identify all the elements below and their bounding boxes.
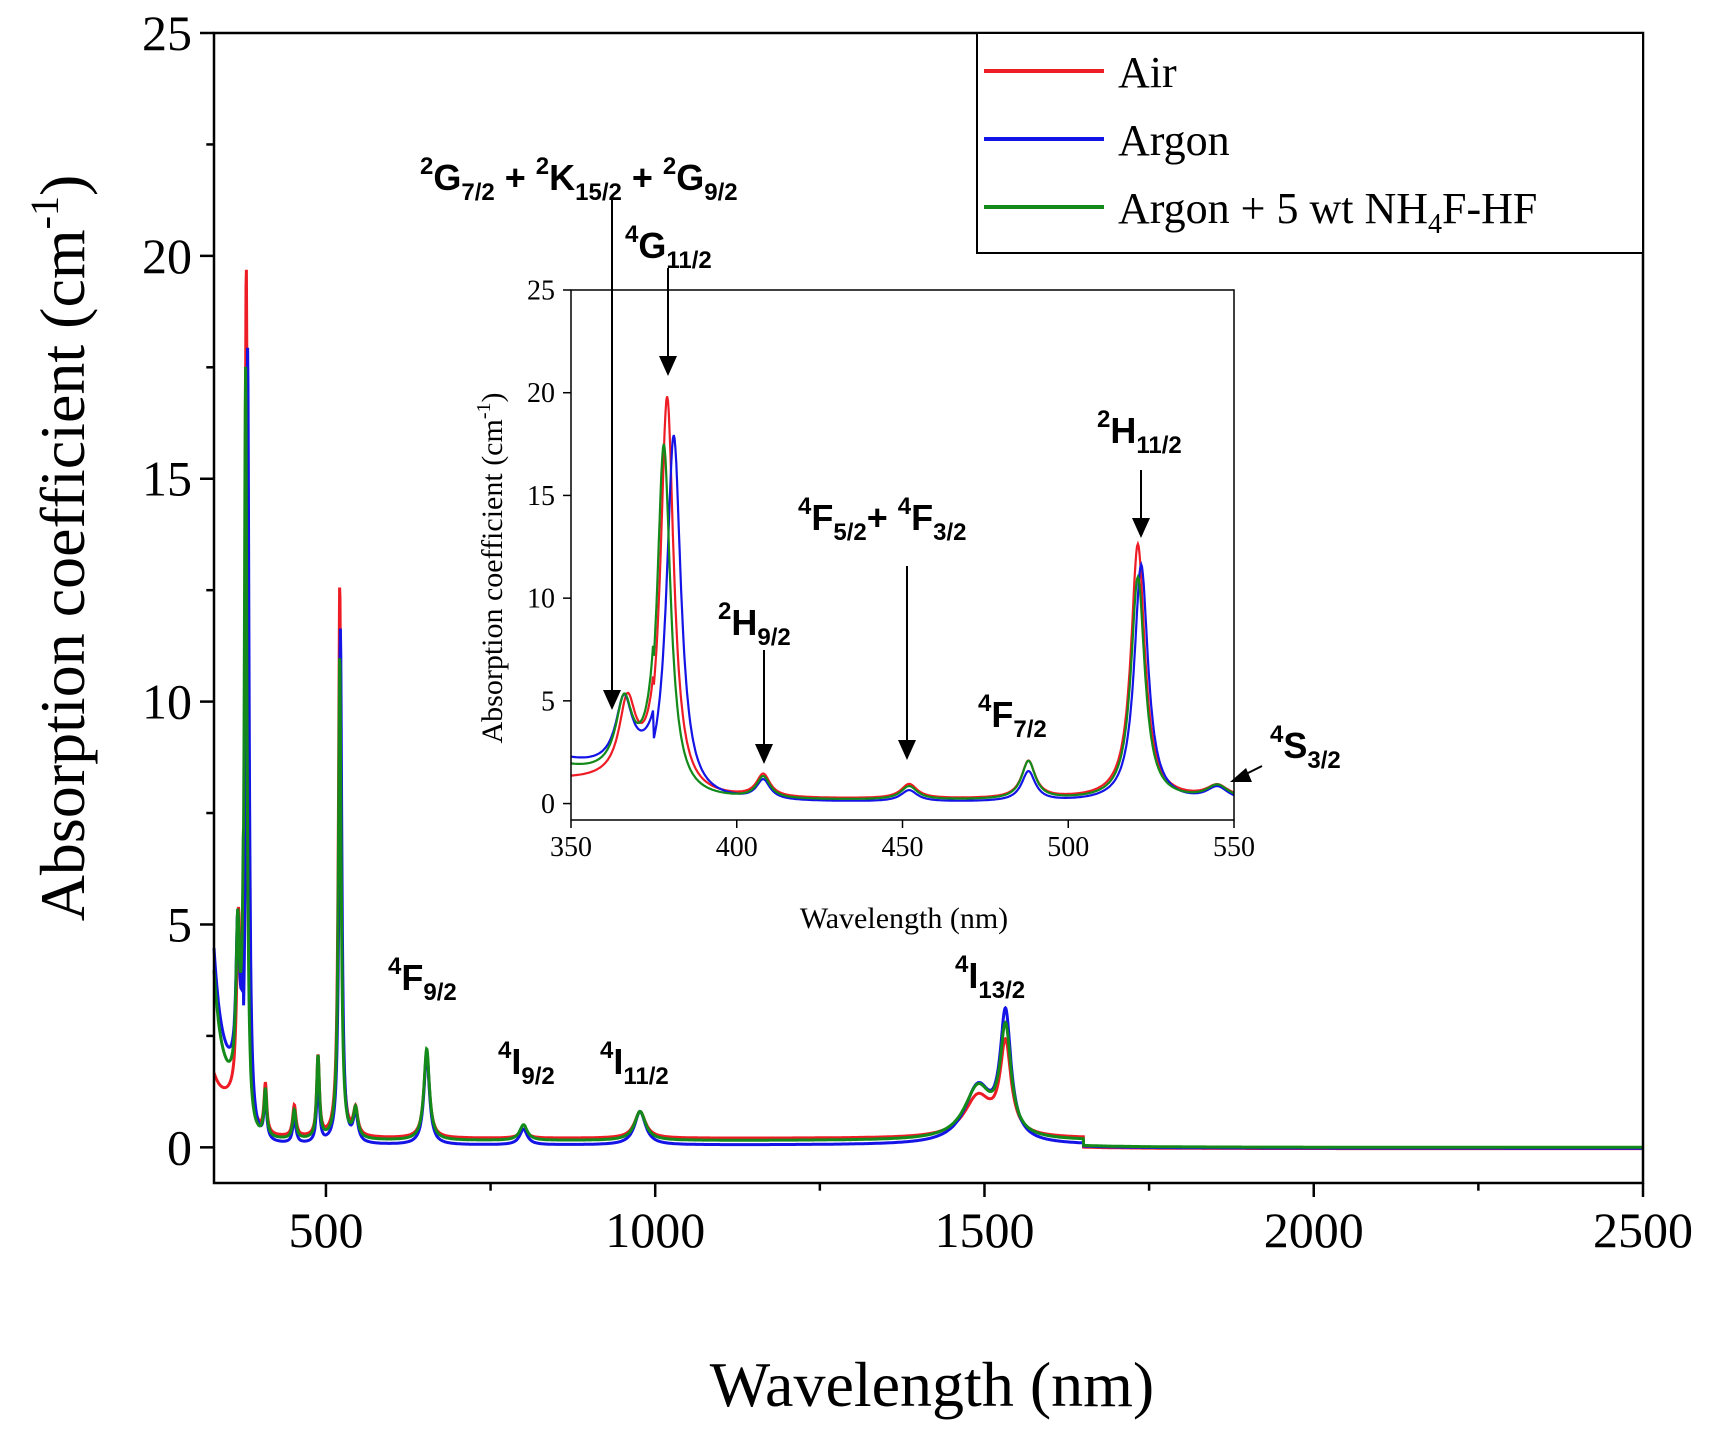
arrow-4F5-head <box>898 740 916 760</box>
main-y-axis-label-text: Absorption coefficient (cm <box>27 229 98 921</box>
legend-label-argon: Argon <box>1118 116 1230 165</box>
legend-label-air: Air <box>1118 48 1177 97</box>
main-y-axis-label-tail: ) <box>27 175 98 196</box>
main-y-axis-label-sup: -1 <box>22 196 67 229</box>
inset-y-tick-label: 0 <box>541 789 555 820</box>
inset-x-tick-label: 450 <box>882 832 924 863</box>
annotation-4S3-2: 4S3/2 <box>1270 721 1341 774</box>
annotation-2H11-2: 2H11/2 <box>1097 406 1182 459</box>
annotation-4F9-2: 4F9/2 <box>388 953 457 1006</box>
arrow-4G-head <box>659 356 677 376</box>
inset-y-tick-label: 5 <box>541 686 555 717</box>
main-y-tick-label: 10 <box>142 674 192 730</box>
main-x-tick-label: 2500 <box>1593 1202 1693 1258</box>
inset-series-line-2 <box>570 443 1235 800</box>
arrow-2H11-head <box>1132 518 1150 538</box>
main-x-tick-label: 1500 <box>934 1202 1034 1258</box>
legend-label-argon-nh4f-main: Argon + 5 wt NH <box>1118 184 1428 233</box>
annotation-4F7-2: 4F7/2 <box>978 690 1047 743</box>
inset-x-tick-label: 350 <box>550 832 592 863</box>
inset-axis-ticks: 350 400 450 500 550 0 5 10 15 20 25 <box>527 276 1255 863</box>
inset-series-group <box>570 396 1235 802</box>
inset-y-axis-label-text: Absorption coefficient (cm <box>476 419 509 743</box>
main-y-tick-label: 25 <box>142 5 192 61</box>
annotation-4G11-2: 4G11/2 <box>625 221 712 274</box>
main-y-tick-label: 0 <box>167 1119 192 1175</box>
annotation-2G7-2-2K15-2-2G9-2: 2G7/2 + 2K15/2 + 2G9/2 <box>420 153 738 206</box>
main-x-tick-label: 500 <box>288 1202 363 1258</box>
arrow-4S-head <box>1230 768 1252 782</box>
inset-y-axis-label: Absorption coefficient (cm-1) <box>473 392 509 743</box>
arrow-2G-head <box>603 690 621 710</box>
legend: Air Argon Argon + 5 wt NH4F-HF <box>976 32 1644 254</box>
annotation-2H9-2: 2H9/2 <box>718 598 791 651</box>
main-x-tick-label: 2000 <box>1264 1202 1364 1258</box>
annotation-4F5-2-4F3-2: 4F5/2+ 4F3/2 <box>798 493 967 546</box>
main-plot-frame <box>212 31 1645 1185</box>
legend-label-argon-nh4f: Argon + 5 wt NH4F-HF <box>1118 184 1537 240</box>
inset-x-axis-label: Wavelength (nm) <box>800 902 1008 935</box>
inset-x-tick-label: 500 <box>1047 832 1089 863</box>
arrow-2H9-head <box>755 744 773 764</box>
legend-label-argon-nh4f-tail: F-HF <box>1442 184 1537 233</box>
inset-background <box>566 290 1234 820</box>
main-y-axis-label: Absorption coefficient (cm-1) <box>22 175 98 922</box>
main-y-tick-label: 5 <box>167 896 192 952</box>
annotation-4I13-2: 4I13/2 <box>955 951 1025 1004</box>
main-y-tick-label: 20 <box>142 228 192 284</box>
main-x-tick-label: 1000 <box>605 1202 705 1258</box>
legend-label-argon-nh4f-sub: 4 <box>1428 209 1442 240</box>
annotation-arrows <box>603 200 1263 782</box>
inset-x-tick-label: 400 <box>716 832 758 863</box>
inset-y-axis-label-tail: ) <box>476 392 509 402</box>
main-chart: 500 1000 1500 2000 2500 0 5 10 15 20 25 Wavelength… <box>22 5 1693 1420</box>
main-series-line-2 <box>212 366 1643 1149</box>
inset-y-tick-label: 20 <box>527 378 555 409</box>
inset-x-tick-label: 550 <box>1213 832 1255 863</box>
main-x-axis-label: Wavelength (nm) <box>710 1349 1154 1420</box>
inset-series-line-0 <box>570 396 1235 799</box>
annotation-4I11-2: 4I11/2 <box>600 1037 669 1090</box>
inset-y-tick-label: 15 <box>527 481 555 512</box>
inset-y-axis-label-sup: -1 <box>473 402 495 419</box>
annotation-4I9-2: 4I9/2 <box>498 1037 555 1090</box>
inset-y-tick-label: 10 <box>527 584 555 615</box>
main-series-group <box>212 269 1643 1151</box>
inset-chart: 350 400 450 500 550 0 5 10 15 20 25 Wavelength (nm… <box>420 153 1341 935</box>
main-y-tick-label: 15 <box>142 451 192 507</box>
main-axis-ticks: 500 1000 1500 2000 2500 0 5 10 15 20 25 <box>142 5 1693 1258</box>
inset-series-line-1 <box>570 434 1235 802</box>
inset-y-tick-label: 25 <box>527 276 555 307</box>
